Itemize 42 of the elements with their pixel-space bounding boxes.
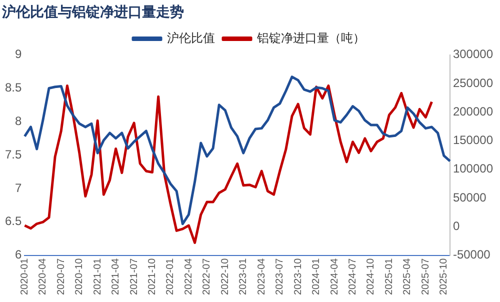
y-tick-label: 6.5 — [4, 214, 22, 228]
x-tick-label: 2025-04 — [402, 258, 414, 296]
x-tick-label: 2022-01 — [165, 258, 176, 296]
x-tick-label: 2024-04 — [329, 258, 340, 296]
x-tick-label: 2025-07 — [420, 258, 432, 296]
x-tick-label: 2023-07 — [274, 258, 286, 296]
x-tick-label: 2021-01 — [92, 258, 104, 296]
legend-label: 铝锭净进口量（吨） — [256, 31, 365, 46]
x-tick-label: 2020-01 — [19, 258, 30, 296]
x-tick-label: 2021-07 — [128, 258, 140, 296]
y2-tick-label: 300000 — [452, 47, 494, 62]
x-tick-label: 2020-04 — [38, 258, 49, 296]
y-tick-label: 7.5 — [4, 147, 22, 162]
x-tick-label: 2022-04 — [183, 258, 194, 296]
chart-title: 沪伦比值与铝锭净进口量走势 — [1, 3, 184, 20]
y-tick-label: 7 — [14, 180, 22, 195]
x-tick-label: 2023-01 — [238, 258, 250, 296]
x-tick-label: 2023-04 — [256, 258, 268, 296]
x-tick-label: 2021-04 — [110, 258, 122, 296]
x-tick-label: 2022-07 — [202, 258, 213, 296]
x-tick-label: 2020-10 — [74, 258, 86, 296]
y2-tick-label: 200000 — [452, 104, 494, 118]
x-tick-label: 2024-10 — [366, 258, 377, 296]
x-tick-label: 2025-01 — [384, 258, 395, 296]
x-tick-label: 2023-10 — [292, 258, 304, 296]
x-tick-label: 2024-07 — [348, 258, 358, 296]
y-tick-label: 6 — [14, 248, 22, 262]
legend-label: 沪伦比值 — [167, 31, 215, 46]
y2-tick-label: 50000 — [452, 190, 487, 204]
y2-tick-label: 150000 — [452, 133, 494, 148]
y2-tick-label: -50000 — [452, 248, 491, 262]
y2-tick-label: 250000 — [452, 76, 494, 90]
y2-tick-label: 100000 — [452, 162, 494, 176]
y2-tick-label: 0 — [452, 218, 460, 233]
y-tick-label: 8.5 — [4, 80, 22, 95]
x-tick-label: 2022-10 — [220, 258, 231, 296]
y-tick-label: 8 — [14, 114, 22, 128]
y-tick-label: 9 — [14, 47, 22, 62]
x-tick-label: 2025-10 — [438, 258, 450, 296]
x-tick-label: 2024-01 — [311, 258, 322, 296]
x-tick-label: 2021-10 — [147, 258, 158, 296]
x-tick-label: 2020-07 — [56, 258, 67, 296]
